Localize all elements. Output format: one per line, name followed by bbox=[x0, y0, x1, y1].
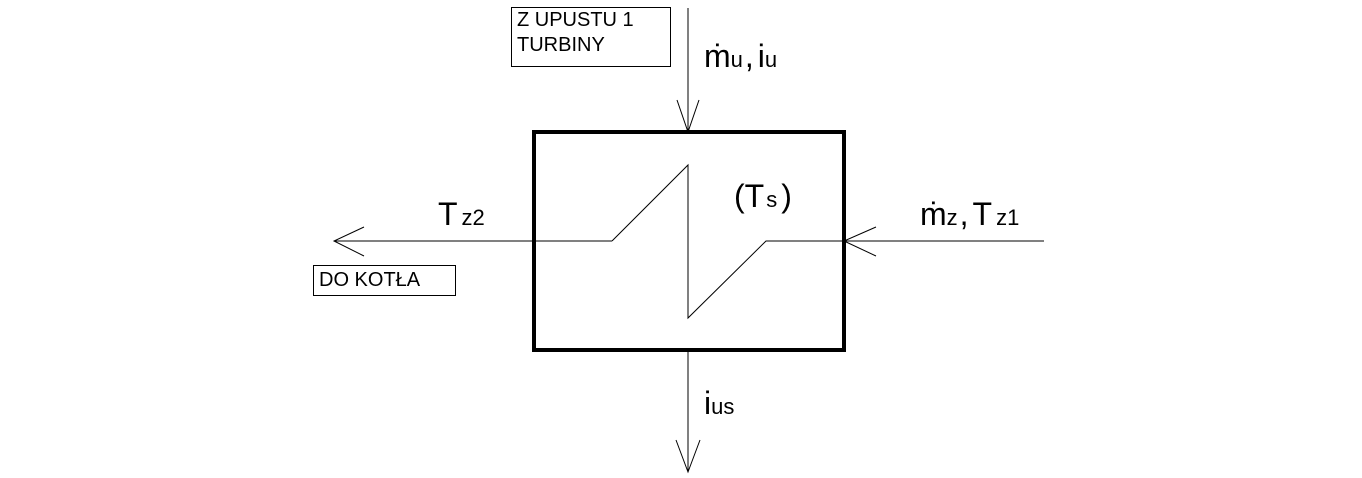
destination-label: DO KOTŁA bbox=[319, 269, 421, 291]
water-outlet-arrowhead bbox=[332, 226, 365, 257]
separator: , bbox=[959, 196, 969, 232]
enthalpy-subscript: us bbox=[711, 394, 735, 419]
mass-flow-symbol: ṁ bbox=[920, 196, 947, 232]
source-label-line1: Z UPUSTU 1 bbox=[517, 9, 634, 31]
enthalpy-subscript: u bbox=[764, 47, 778, 72]
enthalpy-symbol: i bbox=[757, 38, 765, 74]
temperature-subscript: z1 bbox=[996, 205, 1020, 230]
temperature-subscript: z2 bbox=[461, 205, 485, 230]
temperature-symbol: T bbox=[744, 178, 765, 214]
source-label-box: Z UPUSTU 1 TURBINY bbox=[511, 7, 671, 67]
condensate-outlet-arrowhead bbox=[675, 439, 701, 474]
mass-flow-symbol: ṁ bbox=[704, 38, 731, 74]
temperature-profile-line bbox=[611, 163, 844, 320]
separator: , bbox=[744, 38, 754, 74]
temperature-symbol: T bbox=[438, 196, 458, 232]
temperature-subscript: s bbox=[766, 187, 778, 212]
source-label-line2: TURBINY bbox=[517, 34, 605, 56]
mass-flow-subscript: z bbox=[946, 205, 958, 230]
steam-inlet-symbol: ṁu, iu bbox=[704, 38, 777, 75]
destination-label-box: DO KOTŁA bbox=[313, 265, 456, 296]
steam-inlet-arrowhead bbox=[676, 99, 700, 134]
close-paren: ) bbox=[781, 178, 792, 214]
enthalpy-symbol: i bbox=[704, 385, 712, 421]
open-paren: ( bbox=[734, 178, 745, 214]
temperature-symbol: T bbox=[972, 196, 993, 232]
mass-flow-subscript: u bbox=[730, 47, 743, 72]
condensate-outlet-symbol: ius bbox=[704, 385, 734, 422]
saturation-temperature-symbol: (Ts) bbox=[734, 178, 792, 215]
